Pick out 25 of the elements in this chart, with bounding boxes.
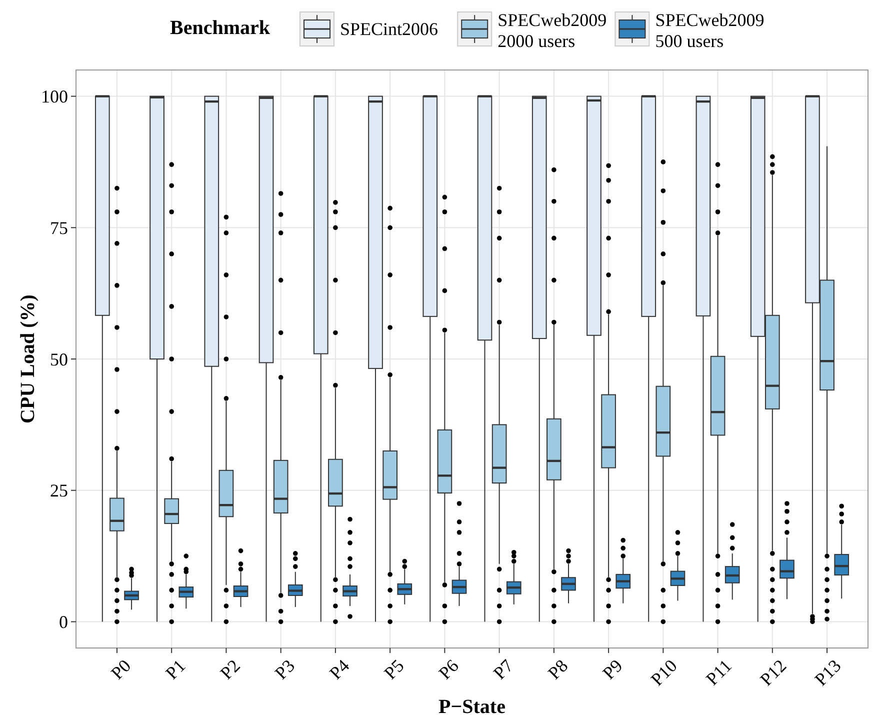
x-tick-label: P11 [702, 656, 736, 690]
x-tick-label: P6 [434, 656, 462, 684]
x-tick-label: P12 [756, 656, 790, 690]
legend-label: SPECweb2009 2000 users [498, 10, 607, 51]
x-tick-label: P0 [107, 656, 135, 684]
x-tick-label: P9 [598, 656, 626, 684]
x-tick-label: P13 [810, 656, 845, 690]
legend-label: SPECint2006 [340, 19, 438, 39]
x-tick-label: P1 [162, 656, 190, 684]
x-axis-title: P−State [438, 696, 506, 715]
x-tick-label: P4 [326, 656, 354, 684]
y-tick-label: 25 [50, 480, 68, 501]
x-tick-label: P10 [646, 656, 681, 690]
x-tick-label: P2 [216, 656, 244, 684]
x-tick-label: P7 [489, 656, 518, 684]
x-tick-label: P5 [380, 656, 408, 684]
legend-label: SPECweb2009 500 users [655, 10, 764, 51]
y-axis-title: CPU Load (%) [17, 294, 39, 424]
x-tick-label: P8 [544, 656, 572, 684]
y-tick-label: 0 [59, 612, 68, 632]
y-tick-label: 100 [41, 86, 68, 107]
x-tick-label: P3 [270, 656, 299, 684]
y-tick-label: 75 [50, 218, 68, 238]
legend-title: Benchmark [170, 17, 271, 39]
y-tick-label: 50 [50, 349, 68, 370]
